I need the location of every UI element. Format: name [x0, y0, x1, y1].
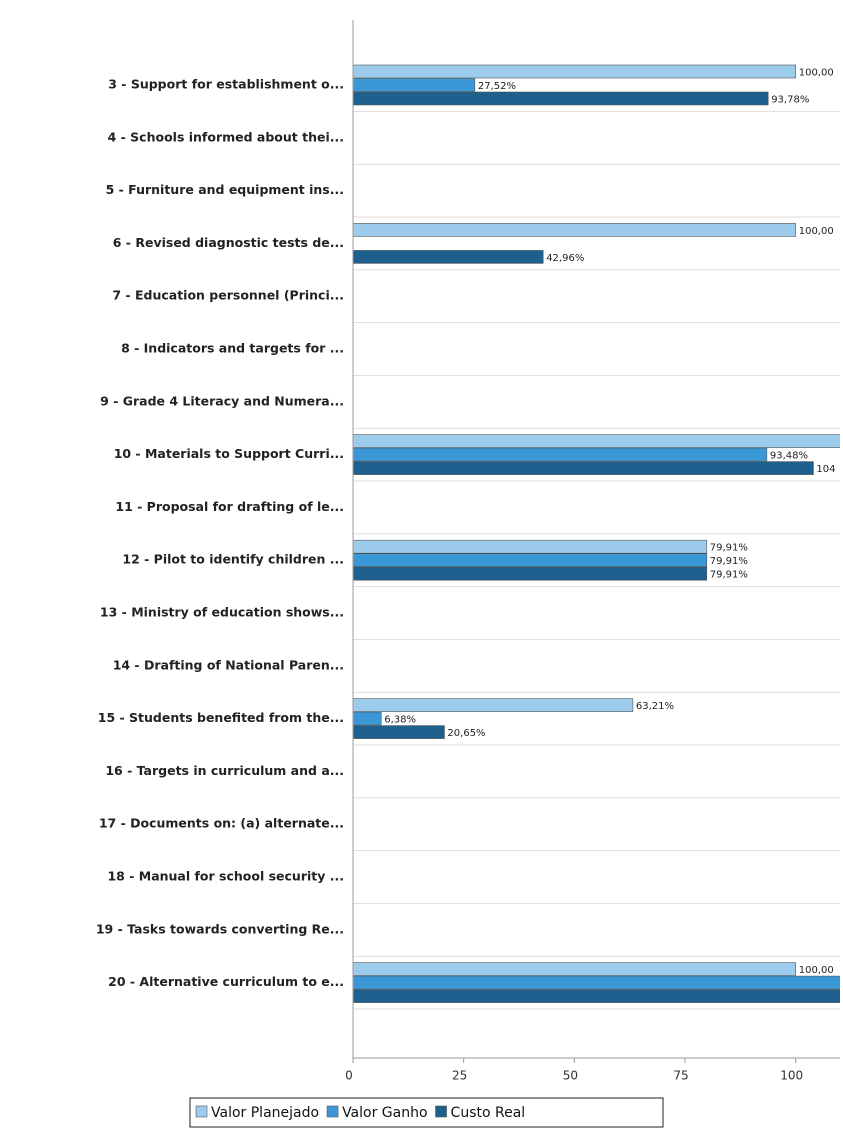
bar [353, 250, 544, 264]
category-label: 19 - Tasks towards converting Re... [96, 921, 344, 936]
legend-label: Custo Real [451, 1105, 526, 1121]
bar [353, 434, 840, 448]
label-box [814, 462, 840, 474]
value-label: 79,91% [710, 556, 748, 567]
category-label: 14 - Drafting of National Paren... [113, 657, 344, 672]
label-box [544, 251, 595, 263]
label-box [475, 79, 526, 91]
value-label: 100,00 [799, 68, 834, 79]
x-tick-label: 25 [452, 1069, 467, 1083]
bar [353, 962, 797, 976]
category-label: 3 - Support for establishment o... [108, 77, 344, 92]
value-label: 6,38% [384, 715, 416, 726]
bar [353, 539, 708, 554]
category-label: 18 - Manual for school security ... [107, 869, 344, 884]
value-label: 63,21% [636, 701, 674, 712]
legend-label: Valor Ganho [342, 1105, 427, 1121]
label-box [707, 568, 758, 580]
label-box [633, 699, 684, 711]
category-label: 9 - Grade 4 Literacy and Numera... [100, 393, 344, 408]
category-label: 12 - Pilot to identify children ... [122, 552, 344, 567]
value-label: 104 [816, 464, 835, 475]
value-label: 93,78% [771, 95, 809, 106]
label-box [382, 713, 433, 725]
category-label: 11 - Proposal for drafting of le... [115, 499, 344, 514]
rows: 3 - Support for establishment o... 4 - Sc… [96, 77, 840, 1083]
label-box [769, 93, 820, 104]
category-label: 15 - Students benefited from the... [98, 710, 344, 725]
category-label: 6 - Revised diagnostic tests de... [113, 235, 344, 250]
label-box [707, 554, 758, 566]
bar [353, 461, 814, 475]
category-label: 16 - Targets in curriculum and a... [105, 763, 344, 778]
bar [353, 78, 476, 92]
bar [353, 989, 840, 1003]
value-label: 42,96% [546, 253, 584, 264]
bar [353, 447, 768, 462]
x-tick-label: 75 [673, 1069, 688, 1083]
value-label: 20,65% [447, 728, 485, 739]
legend-label: Valor Planejado [211, 1105, 319, 1121]
legend-swatch [435, 1105, 447, 1118]
bar [353, 566, 708, 581]
category-label: 10 - Materials to Support Curri... [114, 446, 344, 461]
label-box [796, 66, 840, 77]
category-label: 20 - Alternative curriculum to e... [108, 974, 344, 989]
bar [353, 725, 445, 739]
x-tick-label: 100 [780, 1069, 803, 1083]
bar [353, 91, 769, 106]
bar [353, 223, 797, 237]
x-tick-label: 0 [345, 1069, 353, 1083]
category-label: 4 - Schools informed about thei... [108, 129, 344, 144]
label-box [767, 449, 818, 461]
bar [353, 698, 634, 712]
category-label: 5 - Furniture and equipment ins... [106, 182, 344, 197]
label-box [445, 726, 496, 738]
x-tick-label: 50 [563, 1069, 578, 1083]
value-label: 79,91% [710, 543, 748, 554]
label-box [796, 224, 840, 236]
category-label: 17 - Documents on: (a) alternate... [99, 816, 344, 831]
plot: 100,00 27,52% 93,78% 100,00 42,96% 93,48% 104 7… [353, 64, 840, 1003]
category-label: 7 - Education personnel (Princi... [112, 288, 344, 303]
legend [189, 1097, 664, 1128]
value-label: 100,00 [799, 226, 834, 237]
value-label: 27,52% [478, 81, 516, 92]
legend-swatch [195, 1105, 208, 1118]
value-label: 93,48% [770, 451, 808, 462]
label-box [707, 541, 758, 553]
bar [353, 64, 797, 79]
legend-swatch [326, 1105, 339, 1118]
value-label: 100,00 [799, 965, 834, 976]
bar [353, 711, 382, 726]
category-label: 8 - Indicators and targets for ... [121, 341, 344, 356]
legend-items: Valor Planejado Valor Ganho Custo Real [195, 1105, 526, 1121]
bar [353, 975, 840, 990]
bar [353, 553, 708, 568]
value-label: 79,91% [710, 570, 748, 581]
label-box [796, 963, 840, 975]
category-label: 13 - Ministry of education shows... [100, 605, 344, 620]
